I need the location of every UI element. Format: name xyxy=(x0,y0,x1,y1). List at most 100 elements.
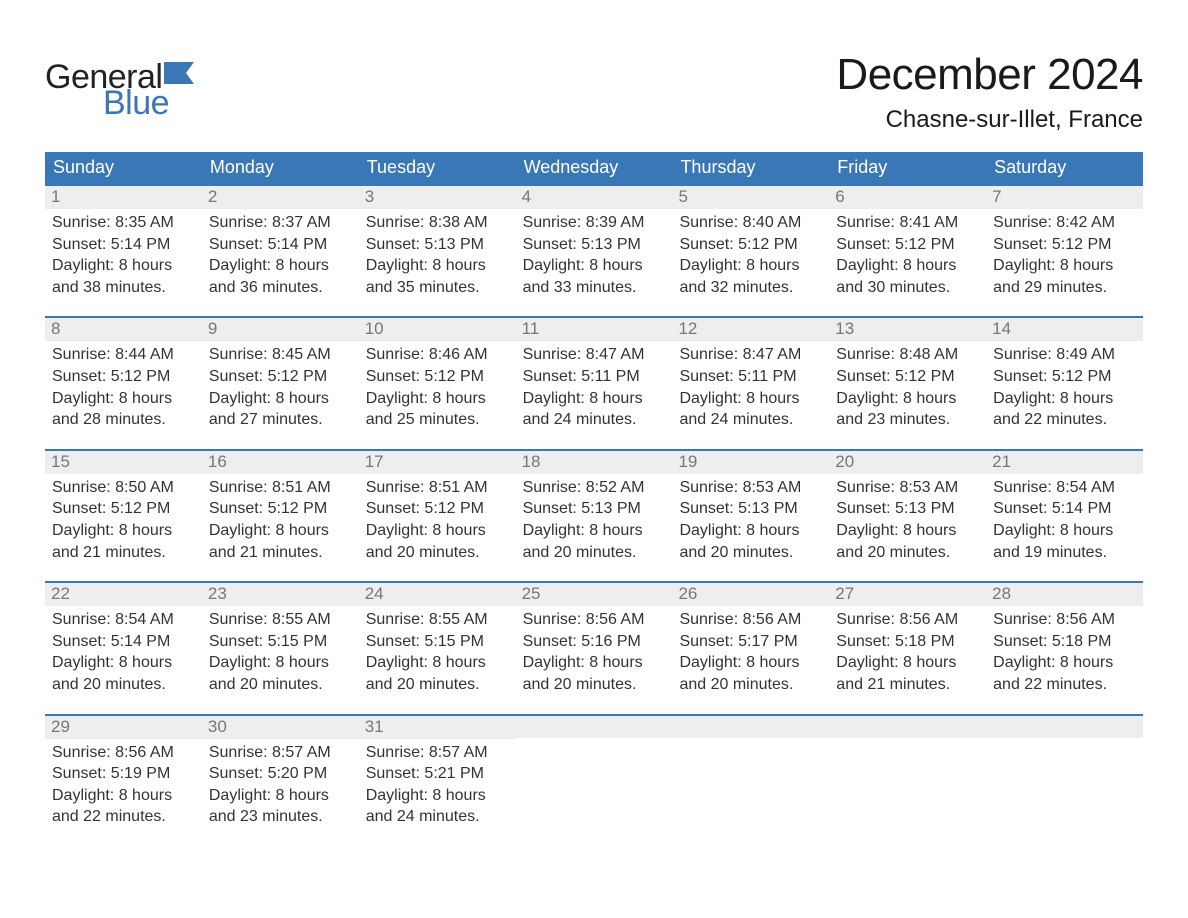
day-details: Sunrise: 8:44 AM Sunset: 5:12 PM Dayligh… xyxy=(49,344,198,430)
daylight-line: Daylight: 8 hours xyxy=(209,388,355,410)
day-details: Sunrise: 8:37 AM Sunset: 5:14 PM Dayligh… xyxy=(206,212,355,298)
daylight-line: and 20 minutes. xyxy=(836,542,982,564)
day-details: Sunrise: 8:56 AM Sunset: 5:17 PM Dayligh… xyxy=(676,609,825,695)
sunrise-line: Sunrise: 8:45 AM xyxy=(209,344,355,366)
week-row: 15 Sunrise: 8:50 AM Sunset: 5:12 PM Dayl… xyxy=(45,449,1143,563)
location-subtitle: Chasne-sur-Illet, France xyxy=(836,106,1143,134)
week-row: 29 Sunrise: 8:56 AM Sunset: 5:19 PM Dayl… xyxy=(45,714,1143,828)
dow-wednesday: Wednesday xyxy=(516,152,673,184)
day-number: 1 xyxy=(45,184,202,209)
daylight-line: and 22 minutes. xyxy=(993,674,1139,696)
sunrise-line: Sunrise: 8:54 AM xyxy=(993,477,1139,499)
day-number: 23 xyxy=(202,581,359,606)
day-details: Sunrise: 8:40 AM Sunset: 5:12 PM Dayligh… xyxy=(676,212,825,298)
day-number: 12 xyxy=(672,316,829,341)
day-details: Sunrise: 8:56 AM Sunset: 5:19 PM Dayligh… xyxy=(49,742,198,828)
daylight-line: and 24 minutes. xyxy=(366,806,512,828)
day-number: 15 xyxy=(45,449,202,474)
daylight-line: and 32 minutes. xyxy=(679,277,825,299)
day-details: Sunrise: 8:42 AM Sunset: 5:12 PM Dayligh… xyxy=(990,212,1139,298)
calendar-grid: Sunday Monday Tuesday Wednesday Thursday… xyxy=(45,152,1143,828)
daylight-line: and 19 minutes. xyxy=(993,542,1139,564)
sunset-line: Sunset: 5:13 PM xyxy=(679,498,825,520)
day-number: 11 xyxy=(516,316,673,341)
daylight-line: Daylight: 8 hours xyxy=(679,520,825,542)
day-number: 19 xyxy=(672,449,829,474)
dow-monday: Monday xyxy=(202,152,359,184)
day-number-empty xyxy=(829,714,986,738)
daylight-line: Daylight: 8 hours xyxy=(836,652,982,674)
week-row: 22 Sunrise: 8:54 AM Sunset: 5:14 PM Dayl… xyxy=(45,581,1143,695)
daylight-line: and 21 minutes. xyxy=(209,542,355,564)
day-details: Sunrise: 8:56 AM Sunset: 5:16 PM Dayligh… xyxy=(520,609,669,695)
daylight-line: Daylight: 8 hours xyxy=(836,520,982,542)
title-block: December 2024 Chasne-sur-Illet, France xyxy=(836,50,1143,134)
sunset-line: Sunset: 5:12 PM xyxy=(993,366,1139,388)
sunrise-line: Sunrise: 8:56 AM xyxy=(836,609,982,631)
sunrise-line: Sunrise: 8:57 AM xyxy=(366,742,512,764)
daylight-line: and 36 minutes. xyxy=(209,277,355,299)
daylight-line: and 23 minutes. xyxy=(209,806,355,828)
day-cell-empty xyxy=(516,714,673,828)
daylight-line: Daylight: 8 hours xyxy=(52,520,198,542)
day-number: 6 xyxy=(829,184,986,209)
sunrise-line: Sunrise: 8:41 AM xyxy=(836,212,982,234)
sunset-line: Sunset: 5:12 PM xyxy=(209,366,355,388)
sunrise-line: Sunrise: 8:38 AM xyxy=(366,212,512,234)
day-cell: 28 Sunrise: 8:56 AM Sunset: 5:18 PM Dayl… xyxy=(986,581,1143,695)
day-cell: 31 Sunrise: 8:57 AM Sunset: 5:21 PM Dayl… xyxy=(359,714,516,828)
day-cell: 5 Sunrise: 8:40 AM Sunset: 5:12 PM Dayli… xyxy=(672,184,829,298)
day-details: Sunrise: 8:46 AM Sunset: 5:12 PM Dayligh… xyxy=(363,344,512,430)
sunrise-line: Sunrise: 8:50 AM xyxy=(52,477,198,499)
daylight-line: Daylight: 8 hours xyxy=(209,520,355,542)
daylight-line: and 22 minutes. xyxy=(993,409,1139,431)
daylight-line: and 20 minutes. xyxy=(366,674,512,696)
sunset-line: Sunset: 5:13 PM xyxy=(836,498,982,520)
daylight-line: and 25 minutes. xyxy=(366,409,512,431)
day-cell: 29 Sunrise: 8:56 AM Sunset: 5:19 PM Dayl… xyxy=(45,714,202,828)
day-number: 20 xyxy=(829,449,986,474)
sunrise-line: Sunrise: 8:39 AM xyxy=(523,212,669,234)
day-cell: 20 Sunrise: 8:53 AM Sunset: 5:13 PM Dayl… xyxy=(829,449,986,563)
sunrise-line: Sunrise: 8:46 AM xyxy=(366,344,512,366)
day-details: Sunrise: 8:53 AM Sunset: 5:13 PM Dayligh… xyxy=(833,477,982,563)
day-number: 26 xyxy=(672,581,829,606)
sunset-line: Sunset: 5:12 PM xyxy=(679,234,825,256)
days-of-week-header: Sunday Monday Tuesday Wednesday Thursday… xyxy=(45,152,1143,184)
day-details: Sunrise: 8:51 AM Sunset: 5:12 PM Dayligh… xyxy=(363,477,512,563)
daylight-line: Daylight: 8 hours xyxy=(523,255,669,277)
sunset-line: Sunset: 5:15 PM xyxy=(366,631,512,653)
sunrise-line: Sunrise: 8:47 AM xyxy=(523,344,669,366)
daylight-line: Daylight: 8 hours xyxy=(523,652,669,674)
sunset-line: Sunset: 5:15 PM xyxy=(209,631,355,653)
daylight-line: and 20 minutes. xyxy=(209,674,355,696)
daylight-line: and 20 minutes. xyxy=(523,674,669,696)
day-cell: 18 Sunrise: 8:52 AM Sunset: 5:13 PM Dayl… xyxy=(516,449,673,563)
day-cell: 11 Sunrise: 8:47 AM Sunset: 5:11 PM Dayl… xyxy=(516,316,673,430)
day-number: 2 xyxy=(202,184,359,209)
day-cell: 3 Sunrise: 8:38 AM Sunset: 5:13 PM Dayli… xyxy=(359,184,516,298)
day-details: Sunrise: 8:54 AM Sunset: 5:14 PM Dayligh… xyxy=(49,609,198,695)
daylight-line: and 22 minutes. xyxy=(52,806,198,828)
sunset-line: Sunset: 5:12 PM xyxy=(366,366,512,388)
day-number: 24 xyxy=(359,581,516,606)
daylight-line: and 33 minutes. xyxy=(523,277,669,299)
sunrise-line: Sunrise: 8:56 AM xyxy=(679,609,825,631)
day-number: 30 xyxy=(202,714,359,739)
day-cell: 12 Sunrise: 8:47 AM Sunset: 5:11 PM Dayl… xyxy=(672,316,829,430)
day-cell: 14 Sunrise: 8:49 AM Sunset: 5:12 PM Dayl… xyxy=(986,316,1143,430)
day-number: 31 xyxy=(359,714,516,739)
daylight-line: Daylight: 8 hours xyxy=(523,520,669,542)
day-cell: 7 Sunrise: 8:42 AM Sunset: 5:12 PM Dayli… xyxy=(986,184,1143,298)
day-number: 17 xyxy=(359,449,516,474)
day-number: 7 xyxy=(986,184,1143,209)
day-number: 5 xyxy=(672,184,829,209)
sunrise-line: Sunrise: 8:51 AM xyxy=(366,477,512,499)
sunrise-line: Sunrise: 8:52 AM xyxy=(523,477,669,499)
sunset-line: Sunset: 5:16 PM xyxy=(523,631,669,653)
day-number: 8 xyxy=(45,316,202,341)
day-number-empty xyxy=(672,714,829,738)
daylight-line: Daylight: 8 hours xyxy=(366,652,512,674)
daylight-line: Daylight: 8 hours xyxy=(366,388,512,410)
day-cell: 8 Sunrise: 8:44 AM Sunset: 5:12 PM Dayli… xyxy=(45,316,202,430)
